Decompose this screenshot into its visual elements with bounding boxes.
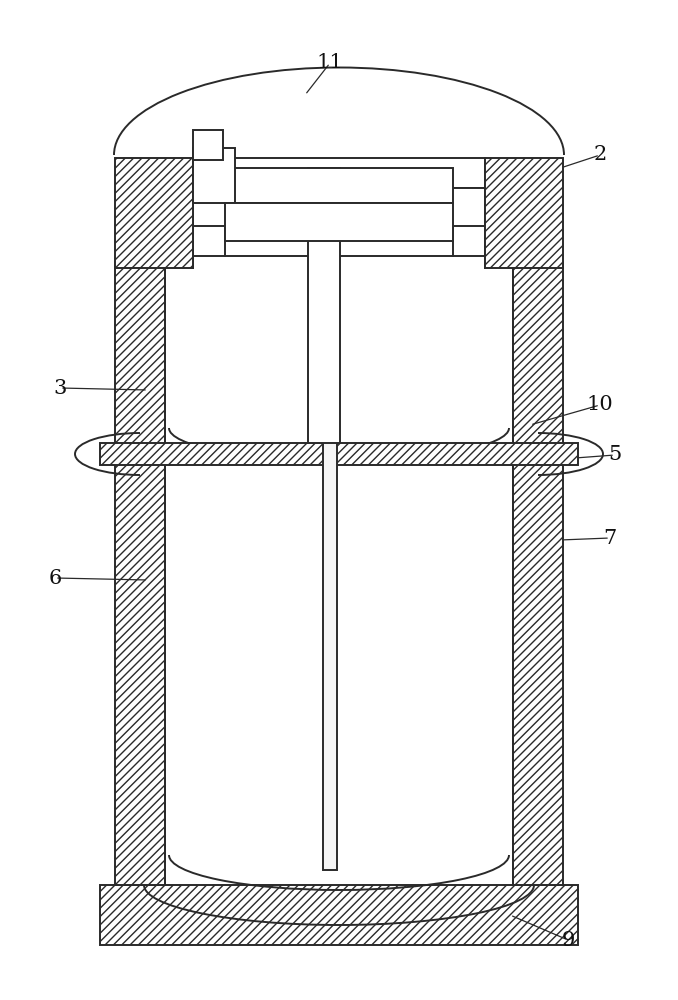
Bar [225, 168, 453, 203]
Bar [225, 226, 453, 256]
Bar [513, 262, 563, 885]
Bar [100, 443, 578, 465]
Bar [115, 262, 165, 885]
Text: 6: 6 [48, 568, 62, 587]
Text: 11: 11 [317, 53, 343, 73]
Bar [100, 885, 578, 945]
Bar [115, 158, 193, 268]
Bar [193, 158, 485, 188]
Bar [165, 262, 513, 885]
Text: 10: 10 [586, 395, 614, 414]
Text: 9: 9 [561, 930, 575, 950]
Bar [193, 148, 235, 203]
Bar [193, 188, 485, 226]
Bar [225, 203, 453, 241]
Text: 2: 2 [593, 145, 607, 164]
Bar [308, 168, 340, 443]
Text: 7: 7 [603, 528, 616, 548]
Bar [193, 130, 223, 160]
Text: 5: 5 [608, 446, 622, 464]
Text: 3: 3 [54, 378, 66, 397]
Bar [323, 240, 337, 870]
Bar [485, 158, 563, 268]
